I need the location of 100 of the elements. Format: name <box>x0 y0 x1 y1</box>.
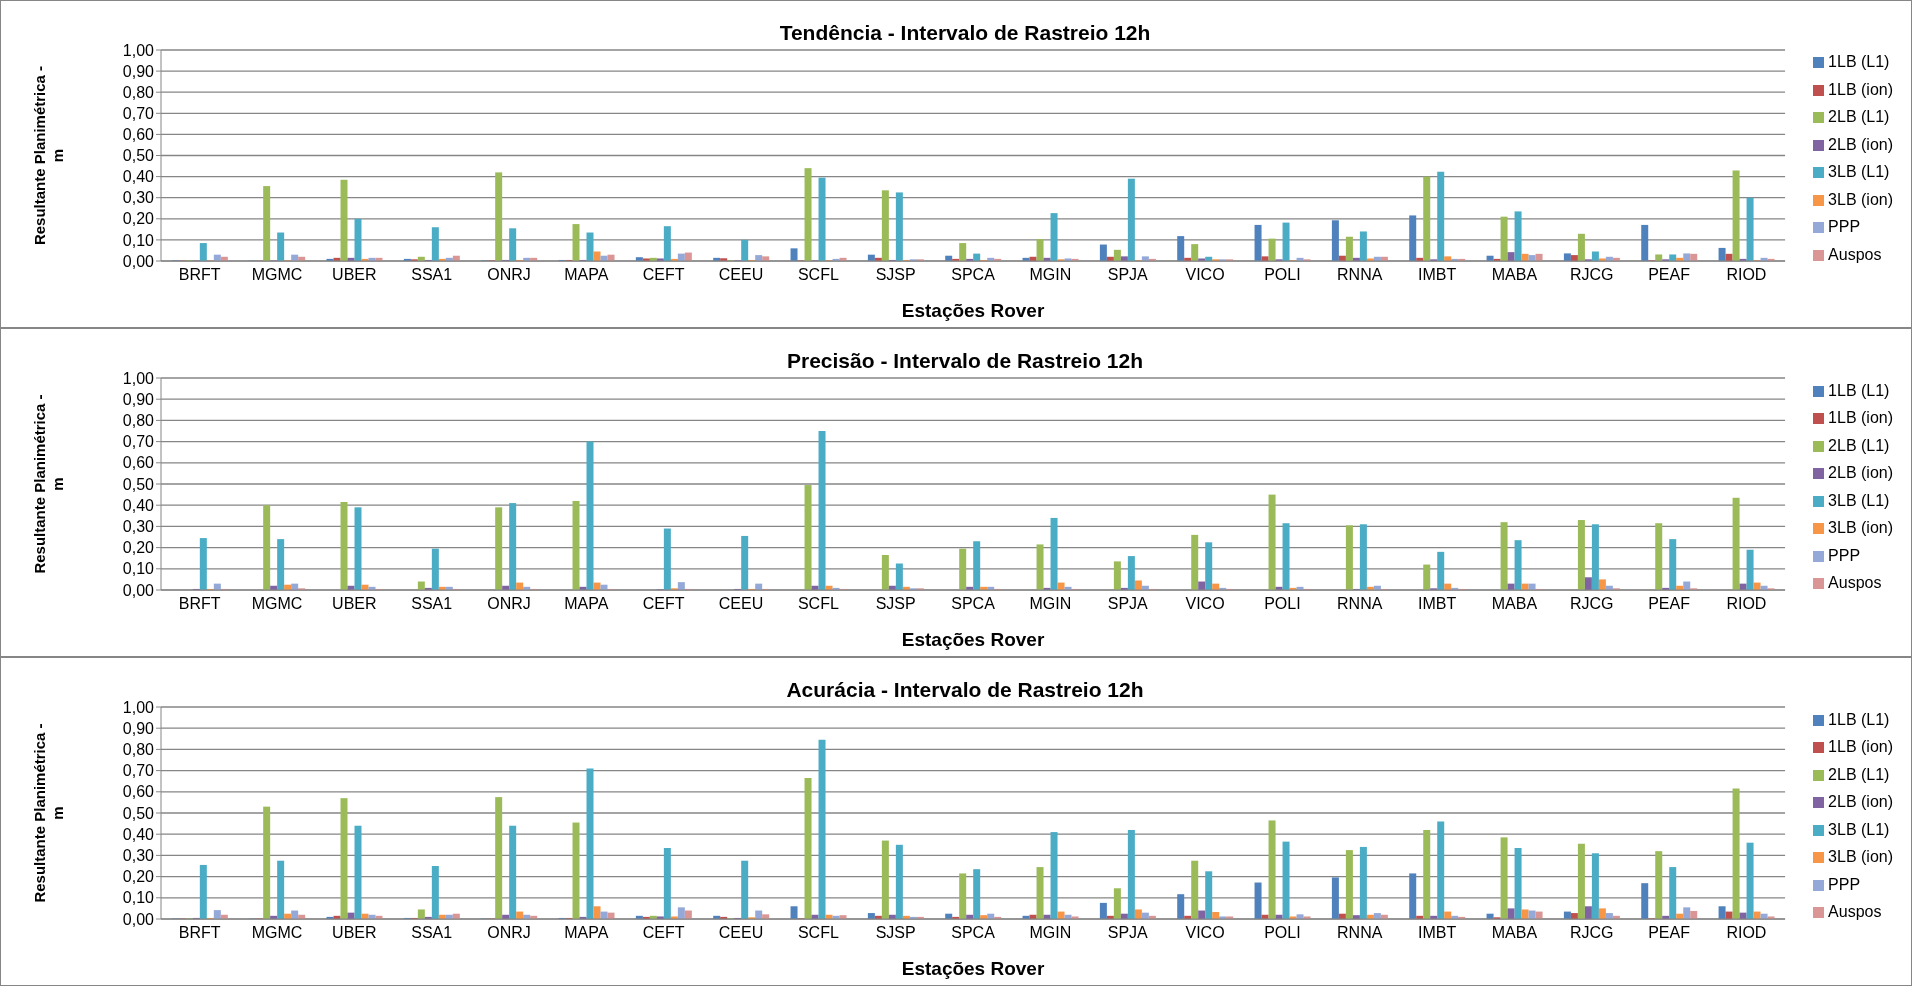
legend-label: 3LB (L1) <box>1828 820 1890 838</box>
y-tick-label: 0,80 <box>122 83 155 101</box>
y-tick-label: 0,20 <box>122 210 155 228</box>
y-tick-label: 0,80 <box>122 741 155 759</box>
x-tick-label: CEFT <box>642 595 685 613</box>
y-tick-label: 0,10 <box>122 889 155 907</box>
x-tick-label: ONRJ <box>487 266 531 284</box>
y-tick-label: 0,40 <box>122 825 155 843</box>
x-tick-label: SSA1 <box>411 924 453 942</box>
x-tick-label: SSA1 <box>411 266 453 284</box>
y-axis-title: Resultante Planimétrica - m <box>31 394 66 574</box>
y-tick-label: 0,40 <box>122 496 155 514</box>
y-tick-label: 0,40 <box>122 168 155 186</box>
x-tick-label: POLI <box>1264 266 1301 284</box>
legend-label: Auspos <box>1828 245 1882 263</box>
x-tick-label: MGMC <box>251 924 303 942</box>
y-tick-label: 0,90 <box>122 719 155 737</box>
x-tick-label: CEEU <box>718 266 764 284</box>
x-axis-title: Estações Rover <box>901 629 1045 650</box>
y-tick-label: 0,00 <box>122 581 155 599</box>
y-tick-label: 0,00 <box>122 910 155 928</box>
x-tick-label: VICO <box>1185 595 1225 613</box>
chart-title: Precisão - Intervalo de Rastreio 12h <box>786 348 1144 374</box>
x-tick-label: RJCG <box>1569 266 1614 284</box>
x-tick-label: SPJA <box>1107 266 1149 284</box>
x-tick-label: RNNA <box>1337 924 1383 942</box>
x-tick-label: RNNA <box>1337 266 1383 284</box>
legend-label: 1LB (ion) <box>1828 738 1893 755</box>
legend-label: 1LB (ion) <box>1828 409 1893 426</box>
y-tick-label: 1,00 <box>122 369 155 387</box>
legend-label: 2LB (L1) <box>1828 436 1890 454</box>
x-tick-label: IMBT <box>1417 595 1457 613</box>
y-tick-label: 1,00 <box>122 41 155 59</box>
x-tick-label: MAPA <box>564 924 609 942</box>
legend-label: 1LB (L1) <box>1828 53 1890 70</box>
x-tick-label: PEAF <box>1648 595 1691 613</box>
legend-label: 3LB (L1) <box>1828 163 1890 180</box>
x-tick-label: CEFT <box>642 266 685 284</box>
legend-label: PPP <box>1828 218 1861 235</box>
x-tick-label: POLI <box>1264 595 1301 613</box>
x-tick-label: RJCG <box>1569 924 1614 942</box>
legend-label: Auspos <box>1828 903 1882 920</box>
x-tick-label: UBER <box>332 595 377 613</box>
x-tick-label: SCFL <box>797 266 839 284</box>
x-tick-label: RJCG <box>1569 595 1614 613</box>
x-tick-label: MABA <box>1491 266 1538 284</box>
x-tick-label: SJSP <box>875 266 916 284</box>
legend-label: 3LB (L1) <box>1828 491 1890 509</box>
legend-label: 3LB (ion) <box>1828 519 1893 536</box>
x-tick-label: MAPA <box>564 266 609 284</box>
x-tick-label: SJSP <box>875 924 916 942</box>
y-tick-label: 0,10 <box>122 231 155 249</box>
x-tick-label: SSA1 <box>411 595 453 613</box>
x-tick-label: MGIN <box>1029 266 1072 284</box>
y-tick-label: 0,60 <box>122 454 155 472</box>
y-tick-label: 0,30 <box>122 847 155 865</box>
x-tick-label: SPJA <box>1107 924 1149 942</box>
chart-title: Tendência - Intervalo de Rastreio 12h <box>778 20 1152 46</box>
x-tick-label: CEEU <box>718 924 764 942</box>
y-tick-label: 0,00 <box>122 252 155 270</box>
x-tick-label: MGMC <box>251 595 303 613</box>
y-tick-label: 0,90 <box>122 62 155 80</box>
x-tick-label: MABA <box>1491 924 1538 942</box>
x-tick-label: RIOD <box>1726 595 1767 613</box>
legend-label: 1LB (L1) <box>1828 710 1890 728</box>
x-tick-label: UBER <box>332 266 377 284</box>
legend-label: 3LB (ion) <box>1828 848 1893 865</box>
x-tick-label: MGIN <box>1029 924 1072 942</box>
y-tick-label: 0,30 <box>122 518 155 536</box>
x-tick-label: SPJA <box>1107 595 1149 613</box>
y-axis-title: Resultante Planimétrica - m <box>31 65 66 246</box>
y-tick-label: 0,90 <box>122 390 155 408</box>
x-tick-label: UBER <box>332 924 377 942</box>
legend-label: PPP <box>1828 546 1861 564</box>
y-tick-label: 0,60 <box>122 783 155 801</box>
legend-label: 3LB (ion) <box>1828 190 1893 208</box>
x-tick-label: SPCA <box>951 924 996 942</box>
y-tick-label: 0,60 <box>122 126 155 144</box>
legend-label: 2LB (ion) <box>1828 464 1893 481</box>
legend-label: 2LB (L1) <box>1828 765 1890 783</box>
legend-label: 1LB (ion) <box>1828 80 1893 98</box>
x-tick-label: MABA <box>1491 595 1538 613</box>
y-tick-label: 0,70 <box>122 433 155 451</box>
x-tick-label: RIOD <box>1726 266 1767 284</box>
chart-title: Acurácia - Intervalo de Rastreio 12h <box>785 677 1145 703</box>
x-tick-label: RIOD <box>1726 924 1767 942</box>
x-tick-label: MAPA <box>564 595 609 613</box>
legend-label: 1LB (L1) <box>1828 381 1890 399</box>
x-axis-title: Estações Rover <box>901 958 1045 979</box>
x-tick-label: PEAF <box>1648 924 1691 942</box>
x-tick-label: RNNA <box>1337 595 1383 613</box>
y-tick-label: 0,30 <box>122 189 155 207</box>
y-tick-label: 0,20 <box>122 539 155 557</box>
y-tick-label: 0,70 <box>122 104 155 122</box>
x-tick-label: POLI <box>1264 924 1301 942</box>
x-tick-label: SPCA <box>951 595 996 613</box>
y-tick-label: 1,00 <box>122 698 155 716</box>
x-tick-label: MGMC <box>251 266 303 284</box>
x-tick-label: VICO <box>1185 924 1225 942</box>
x-axis-title: Estações Rover <box>901 300 1045 321</box>
